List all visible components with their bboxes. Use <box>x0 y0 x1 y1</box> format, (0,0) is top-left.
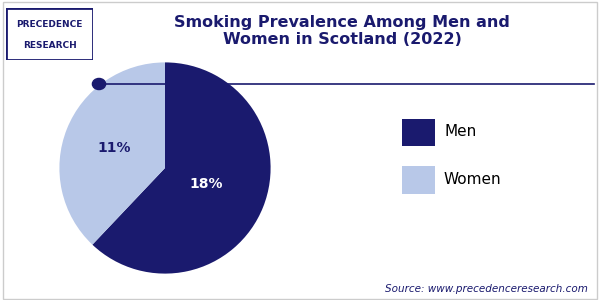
Wedge shape <box>92 62 271 274</box>
Text: Smoking Prevalence Among Men and
Women in Scotland (2022): Smoking Prevalence Among Men and Women i… <box>174 15 510 47</box>
Text: Women: Women <box>444 172 502 188</box>
Text: 11%: 11% <box>97 141 131 155</box>
Text: PRECEDENCE: PRECEDENCE <box>16 20 83 29</box>
Wedge shape <box>59 62 165 245</box>
Text: 18%: 18% <box>190 177 223 191</box>
Text: Men: Men <box>444 124 476 140</box>
Text: RESEARCH: RESEARCH <box>23 41 76 50</box>
Text: Source: www.precedenceresearch.com: Source: www.precedenceresearch.com <box>385 284 588 294</box>
